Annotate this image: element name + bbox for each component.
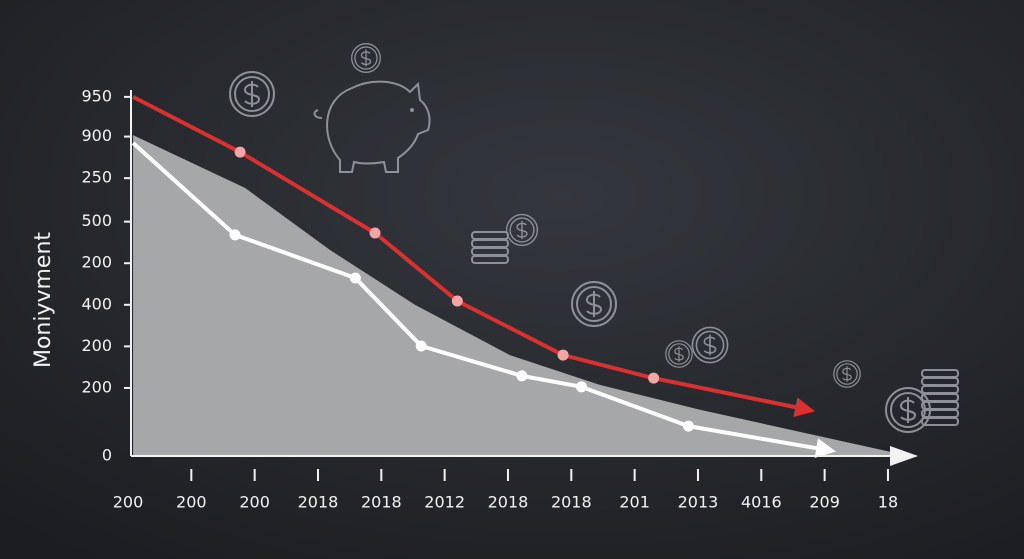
y-tick-label: 950 — [81, 86, 112, 105]
x-tick-label: 209 — [809, 493, 840, 512]
x-tick-label: 200 — [113, 493, 144, 512]
y-tick-label: 400 — [81, 294, 112, 313]
point — [234, 146, 246, 158]
x-tick-label: 2018 — [551, 493, 592, 512]
x-tick-label: 2018 — [298, 493, 339, 512]
x-tick-label: 200 — [239, 493, 270, 512]
x-tick-label: 201 — [619, 493, 650, 512]
x-tick-label: 2013 — [678, 493, 719, 512]
point — [349, 272, 361, 284]
area — [133, 135, 891, 456]
y-tick-label: 0 — [102, 446, 112, 465]
point — [369, 227, 381, 239]
x-tick-label: 18 — [878, 493, 898, 512]
x-axis-arrow — [890, 446, 918, 466]
point — [451, 295, 463, 307]
x-tick-label: 4016 — [741, 493, 782, 512]
point — [575, 381, 587, 393]
point — [516, 370, 528, 382]
x-tick-label: 2018 — [488, 493, 529, 512]
point — [557, 349, 569, 361]
decorations — [229, 43, 959, 433]
line — [131, 141, 836, 458]
point — [648, 372, 660, 384]
x-tick-label: 2018 — [361, 493, 402, 512]
y-tick-label: 200 — [81, 377, 112, 396]
y-tick-label: 250 — [81, 168, 112, 187]
x-tick-label: 200 — [176, 493, 207, 512]
point — [415, 340, 427, 352]
y-tick-label: 500 — [81, 211, 112, 230]
y-tick-label: 200 — [81, 336, 112, 355]
y-tick-label: 900 — [81, 126, 112, 145]
x-tick-label: 2012 — [424, 493, 465, 512]
plot-area — [131, 95, 891, 458]
point — [229, 229, 241, 241]
y-tick-label: 200 — [81, 253, 112, 272]
point — [682, 420, 694, 432]
y-axis-title: Moniyvment — [31, 232, 56, 368]
